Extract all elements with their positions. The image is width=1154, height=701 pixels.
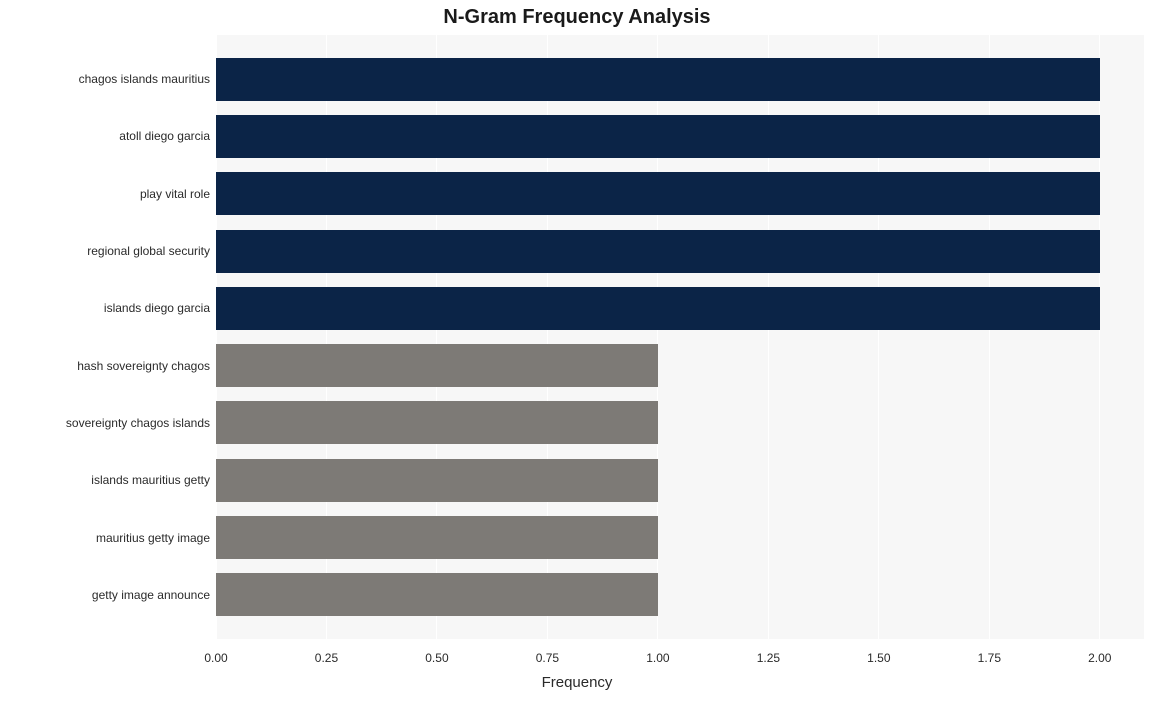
y-tick-label: sovereignty chagos islands bbox=[66, 416, 210, 430]
x-tick-label: 0.75 bbox=[536, 651, 559, 665]
bar bbox=[216, 58, 1100, 101]
x-tick-label: 2.00 bbox=[1088, 651, 1111, 665]
y-tick-label: islands mauritius getty bbox=[91, 473, 210, 487]
bar bbox=[216, 230, 1100, 273]
y-tick-label: atoll diego garcia bbox=[119, 129, 210, 143]
x-tick-label: 1.00 bbox=[646, 651, 669, 665]
bar bbox=[216, 401, 658, 444]
bar bbox=[216, 115, 1100, 158]
bar bbox=[216, 287, 1100, 330]
bar bbox=[216, 344, 658, 387]
x-tick-label: 1.75 bbox=[978, 651, 1001, 665]
y-tick-label: mauritius getty image bbox=[96, 531, 210, 545]
y-tick-label: getty image announce bbox=[92, 588, 210, 602]
x-tick-label: 0.50 bbox=[425, 651, 448, 665]
y-tick-label: play vital role bbox=[140, 187, 210, 201]
y-tick-label: hash sovereignty chagos bbox=[77, 359, 210, 373]
x-tick-label: 1.25 bbox=[757, 651, 780, 665]
plot-area bbox=[216, 35, 1144, 639]
y-tick-label: chagos islands mauritius bbox=[79, 72, 210, 86]
bar bbox=[216, 459, 658, 502]
ngram-frequency-chart: N-Gram Frequency Analysis chagos islands… bbox=[0, 0, 1154, 701]
y-tick-label: islands diego garcia bbox=[104, 301, 210, 315]
bar bbox=[216, 516, 658, 559]
x-axis-label: Frequency bbox=[0, 674, 1154, 691]
chart-title: N-Gram Frequency Analysis bbox=[0, 6, 1154, 29]
x-tick-label: 1.50 bbox=[867, 651, 890, 665]
x-tick-label: 0.00 bbox=[204, 651, 227, 665]
y-tick-label: regional global security bbox=[87, 244, 210, 258]
bar bbox=[216, 172, 1100, 215]
bar bbox=[216, 573, 658, 616]
x-tick-label: 0.25 bbox=[315, 651, 338, 665]
